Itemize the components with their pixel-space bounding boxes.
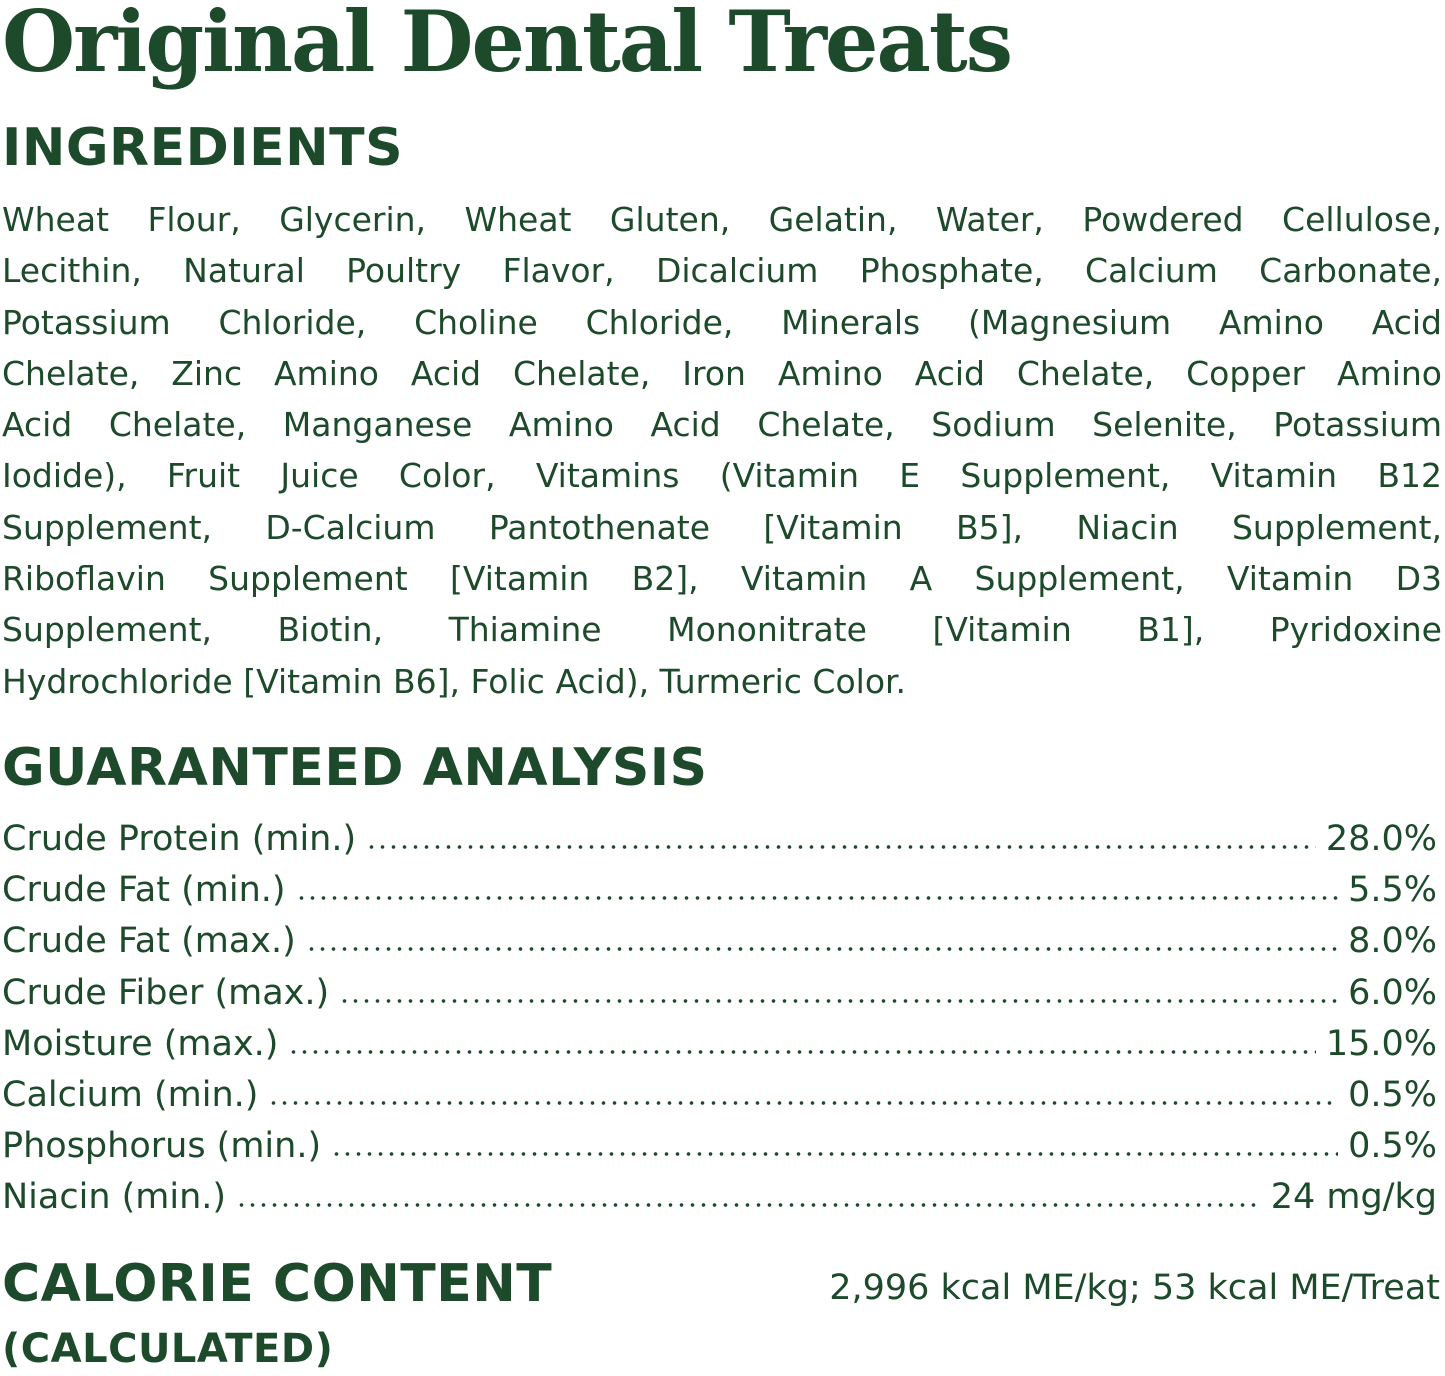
- analysis-row: Crude Fat (min.) 5.5%: [2, 865, 1437, 916]
- ingredients-line: Supplement, Biotin, Thiamine Mononitrate…: [2, 610, 1442, 650]
- nutrient-value: 15.0%: [1325, 1023, 1437, 1064]
- nutrient-value: 0.5%: [1348, 1074, 1437, 1115]
- nutrient-value: 0.5%: [1348, 1126, 1437, 1167]
- nutrient-label: Crude Protein (min.): [2, 819, 357, 859]
- section-subheading: (CALCULATED): [2, 1326, 334, 1372]
- nutrient-label: Crude Fiber (max.): [2, 972, 330, 1013]
- dot-leader: [366, 844, 1316, 850]
- analysis-row: Crude Fiber (max.) 6.0%: [2, 968, 1437, 1019]
- dot-leader: [331, 1151, 1339, 1158]
- ingredients-line: Potassium Chloride, Choline Chloride, Mi…: [2, 302, 1442, 342]
- ingredients-line: Riboflavin Supplement [Vitamin B2], Vita…: [2, 559, 1442, 599]
- nutrient-value: 5.5%: [1348, 870, 1437, 911]
- dot-leader: [268, 1099, 1339, 1106]
- dot-leader: [288, 1048, 1316, 1055]
- analysis-table: Crude Protein (min.) 28.0% Crude Fat (min.…: [2, 814, 1437, 1224]
- nutrient-value: 6.0%: [1348, 972, 1437, 1013]
- nutrient-label: Niacin (min.): [2, 1177, 227, 1218]
- ingredients-line: Hydrochloride [Vitamin B6], Folic Acid),…: [2, 661, 907, 701]
- nutrient-value: 24 mg/kg: [1270, 1177, 1437, 1218]
- dot-leader: [236, 1202, 1261, 1209]
- nutrient-value: 8.0%: [1348, 921, 1437, 962]
- nutrient-label: Moisture (max.): [2, 1023, 279, 1064]
- section-heading: GUARANTEED ANALYSIS: [2, 738, 708, 798]
- ingredients-line: Supplement, D-Calcium Pantothenate [Vita…: [2, 507, 1442, 547]
- analysis-row: Crude Protein (min.) 28.0%: [2, 814, 1437, 865]
- analysis-row: Crude Fat (max.) 8.0%: [2, 916, 1437, 967]
- nutrient-label: Crude Fat (max.): [2, 921, 296, 962]
- nutrient-label: Crude Fat (min.): [2, 870, 286, 911]
- ingredients-line: Acid Chelate, Manganese Amino Acid Chela…: [2, 405, 1442, 445]
- dot-leader: [305, 946, 1339, 953]
- ingredients-line: Iodide), Fruit Juice Color, Vitamins (Vi…: [2, 456, 1442, 496]
- ingredients-text: Wheat Flour, Glycerin, Wheat Gluten, Gel…: [2, 194, 1442, 707]
- nutrient-label: Phosphorus (min.): [2, 1126, 322, 1167]
- section-heading: INGREDIENTS: [2, 118, 404, 178]
- title: Original Dental Treats: [2, 0, 1013, 91]
- analysis-row: Calcium (min.) 0.5%: [2, 1070, 1437, 1121]
- analysis-row: Phosphorus (min.) 0.5%: [2, 1121, 1437, 1172]
- nutrient-value: 28.0%: [1325, 819, 1437, 859]
- analysis-row: Niacin (min.) 24 mg/kg: [2, 1172, 1437, 1223]
- calorie-value: 2,996 kcal ME/kg; 53 kcal ME/Treat: [829, 1268, 1440, 1308]
- ingredients-line: Wheat Flour, Glycerin, Wheat Gluten, Gel…: [2, 200, 1442, 239]
- ingredients-line: Lecithin, Natural Poultry Flavor, Dicalc…: [2, 251, 1442, 291]
- analysis-row: Moisture (max.) 15.0%: [2, 1019, 1437, 1070]
- ingredients-line: Chelate, Zinc Amino Acid Chelate, Iron A…: [2, 353, 1442, 393]
- dot-leader: [295, 895, 1339, 902]
- dot-leader: [339, 997, 1339, 1004]
- nutrient-label: Calcium (min.): [2, 1074, 259, 1115]
- section-heading: CALORIE CONTENT: [2, 1254, 553, 1314]
